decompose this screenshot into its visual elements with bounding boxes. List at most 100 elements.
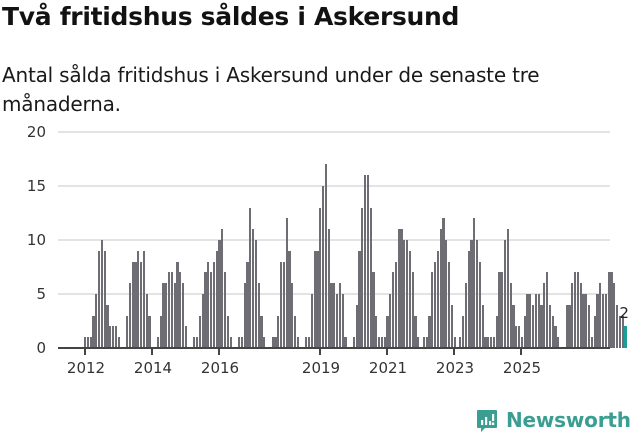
bar [565, 304, 568, 348]
bar [137, 250, 140, 348]
bar [585, 294, 588, 348]
bar [145, 294, 148, 348]
bar [294, 315, 297, 348]
bar [344, 337, 347, 348]
bar [243, 283, 246, 348]
bar [285, 218, 288, 348]
bar [296, 337, 300, 348]
bar [473, 218, 476, 348]
bar [602, 294, 605, 348]
bar [523, 315, 526, 348]
bar [352, 337, 356, 348]
bar [364, 175, 367, 348]
bar [372, 272, 375, 348]
bar [408, 250, 412, 348]
bar [310, 294, 314, 348]
gridline-15 [58, 185, 610, 187]
x-tick [151, 348, 153, 355]
bar [196, 337, 199, 348]
bar [142, 250, 146, 348]
bar [95, 294, 98, 348]
bar [554, 326, 557, 348]
bar [338, 283, 342, 348]
bar [366, 175, 370, 348]
bar [280, 261, 283, 348]
bar [210, 272, 213, 348]
bar [271, 337, 274, 348]
y-tick-label: 10 [26, 231, 46, 249]
bar [263, 337, 266, 348]
bar [305, 337, 308, 348]
x-tick [319, 348, 321, 355]
bar [498, 272, 501, 348]
bar [529, 294, 532, 348]
bar [512, 304, 515, 348]
y-tick-label: 20 [26, 123, 46, 141]
bar [394, 261, 398, 348]
bar [308, 337, 311, 348]
bar [282, 261, 286, 348]
bar [277, 315, 280, 348]
bar [341, 294, 344, 348]
bar [526, 294, 529, 348]
x-tick [84, 348, 86, 355]
bar [319, 207, 322, 348]
bar [170, 272, 174, 348]
bar [520, 337, 524, 348]
x-axis-line [58, 347, 610, 349]
bar [378, 337, 381, 348]
bar [92, 315, 95, 348]
x-tick-label: 2016 [200, 359, 240, 377]
bar [484, 337, 487, 348]
bar [131, 261, 134, 348]
bar [464, 283, 468, 348]
bar [534, 294, 538, 348]
gridline-10 [58, 239, 610, 241]
bar [436, 250, 440, 348]
newsworthy-logo[interactable]: Newsworthy [476, 408, 631, 432]
bar [254, 240, 258, 348]
bar [100, 240, 104, 348]
bar [403, 240, 406, 348]
bar [114, 326, 118, 348]
bar [291, 283, 294, 348]
bar [134, 261, 137, 348]
last-value-label: 2 [619, 304, 629, 323]
bar [428, 315, 431, 348]
bar [159, 315, 162, 348]
x-tick-label: 2025 [502, 359, 542, 377]
bar [246, 261, 249, 348]
bar [621, 315, 624, 348]
bar [537, 294, 540, 348]
bar [431, 272, 434, 348]
x-tick-label: 2012 [66, 359, 106, 377]
bar [417, 337, 420, 348]
bar [548, 304, 552, 348]
bar [590, 337, 594, 348]
bar [481, 304, 484, 348]
bar [400, 229, 403, 348]
bar [478, 261, 482, 348]
bar [445, 240, 448, 348]
bar [257, 283, 260, 348]
bar [249, 207, 252, 348]
bar [540, 304, 543, 348]
bar [361, 207, 364, 348]
bar [148, 315, 151, 348]
bar [140, 261, 143, 348]
bar [201, 294, 204, 348]
bar [89, 337, 92, 348]
bar [112, 326, 115, 348]
bar [238, 337, 241, 348]
bar [557, 337, 560, 348]
bar [173, 283, 176, 348]
bar [386, 315, 389, 348]
bar [582, 294, 585, 348]
bar [448, 261, 451, 348]
bar [333, 283, 336, 348]
bar [459, 337, 462, 348]
bar [551, 315, 554, 348]
bar [193, 337, 196, 348]
bar [546, 272, 549, 348]
bar [518, 326, 521, 348]
